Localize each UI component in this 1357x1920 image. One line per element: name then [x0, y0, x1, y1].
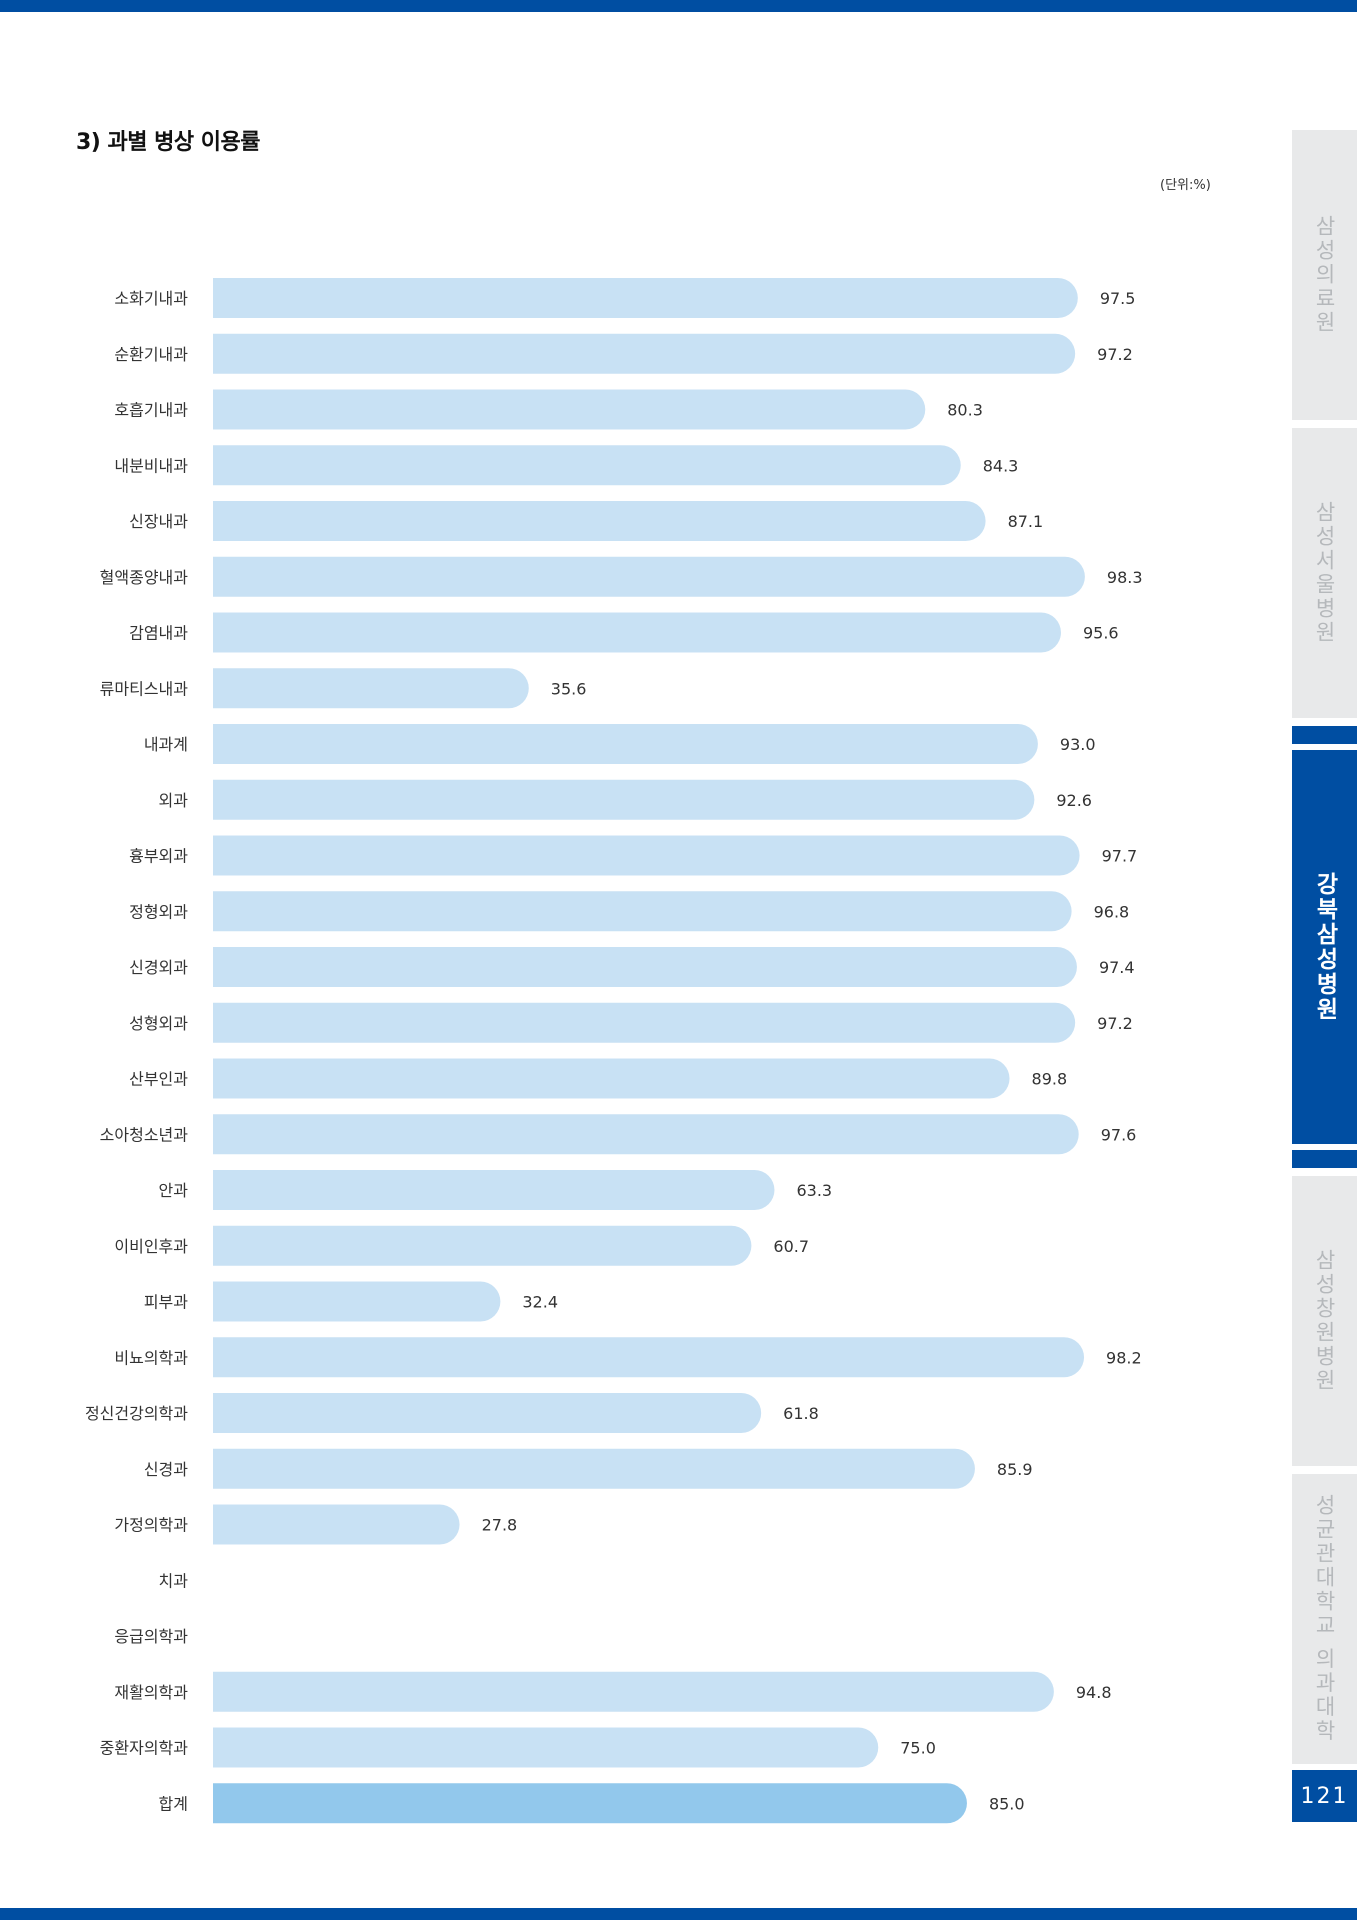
value-label: 80.3 [947, 401, 983, 420]
value-label: 87.1 [1008, 512, 1044, 531]
category-label: 재활의학과 [114, 1683, 188, 1702]
bar [213, 1170, 775, 1210]
bar [213, 835, 1080, 876]
value-label: 97.7 [1102, 847, 1138, 866]
category-label: 내과계 [144, 735, 188, 754]
tab-stripe [1292, 1150, 1357, 1168]
category-label: 응급의학과 [114, 1627, 188, 1646]
category-label: 성형외과 [129, 1014, 188, 1033]
value-label: 97.5 [1100, 289, 1136, 308]
value-label: 60.7 [773, 1237, 809, 1256]
value-label: 61.8 [783, 1404, 819, 1423]
category-label: 소아청소년과 [100, 1125, 189, 1144]
bar [213, 1002, 1076, 1043]
bottom-accent-bar [0, 1908, 1357, 1920]
bar [213, 724, 1038, 764]
bar [213, 389, 926, 430]
side-tab-label: 삼성서울병원 [1312, 501, 1337, 645]
bar [213, 333, 1076, 374]
side-tab-samsung-medical-center[interactable]: 삼성의료원 [1292, 130, 1357, 420]
bar [213, 1671, 1054, 1712]
value-label: 98.2 [1106, 1348, 1142, 1367]
category-label: 중환자의학과 [100, 1739, 189, 1758]
page-number: 121 [1292, 1770, 1357, 1822]
value-label: 63.3 [796, 1181, 832, 1200]
bed-occupancy-bar-chart: 소화기내과 97.5 순환기내과 97.2 호흡기내과 80.3 내분비내과 84.3 신장내과… [85, 278, 1143, 1824]
side-tab-label: 삼성창원병원 [1312, 1249, 1337, 1393]
bar [213, 1281, 501, 1322]
bar [213, 1225, 752, 1266]
value-label: 97.2 [1097, 1014, 1133, 1033]
value-label: 96.8 [1094, 902, 1130, 921]
value-label: 95.6 [1083, 624, 1119, 643]
side-tab-skku-school-of-medicine[interactable]: 성균관대학교 의과대학 [1292, 1474, 1357, 1764]
category-label: 정형외과 [129, 902, 188, 921]
category-label: 정신건강의학과 [85, 1404, 188, 1423]
category-label: 비뇨의학과 [114, 1348, 188, 1367]
value-label: 85.9 [997, 1460, 1033, 1479]
bar [213, 891, 1072, 932]
bar [213, 278, 1078, 318]
category-label: 이비인후과 [114, 1237, 188, 1256]
category-label: 내분비내과 [114, 456, 188, 475]
category-label: 혈액종양내과 [100, 568, 189, 587]
category-label: 류마티스내과 [100, 679, 189, 698]
value-label: 75.0 [900, 1739, 936, 1758]
bar [213, 1058, 1010, 1099]
bar [213, 1393, 762, 1433]
value-label: 98.3 [1107, 568, 1143, 587]
category-label: 호흡기내과 [114, 401, 188, 420]
bar [213, 1114, 1079, 1155]
section-title: 3) 과별 병상 이용률 [76, 130, 261, 155]
category-label: 순환기내과 [114, 345, 188, 364]
side-tab-label: 성균관대학교 의과대학 [1312, 1494, 1337, 1744]
side-tab-samsung-changwon-hospital[interactable]: 삼성창원병원 [1292, 1176, 1357, 1466]
value-label: 84.3 [983, 456, 1019, 475]
bar [213, 1448, 975, 1489]
side-tab-samsung-seoul-hospital[interactable]: 삼성서울병원 [1292, 428, 1357, 718]
value-label: 97.6 [1101, 1125, 1137, 1144]
category-label: 안과 [159, 1181, 189, 1200]
category-label: 치과 [159, 1571, 189, 1590]
top-accent-bar [0, 0, 1357, 12]
category-label: 산부인과 [129, 1070, 188, 1089]
category-label: 감염내과 [129, 624, 188, 643]
bar [213, 445, 961, 486]
bar [213, 612, 1061, 653]
bar [213, 668, 529, 709]
total-bar [213, 1783, 967, 1824]
side-tab-label: 삼성의료원 [1312, 215, 1337, 335]
unit-label: (단위:%) [1160, 178, 1211, 193]
category-label: 신경외과 [129, 958, 188, 977]
value-label: 92.6 [1056, 791, 1092, 810]
bar [213, 1337, 1085, 1378]
category-label: 가정의학과 [114, 1516, 188, 1535]
value-label: 89.8 [1032, 1070, 1068, 1089]
value-label: 32.4 [522, 1293, 558, 1312]
category-label: 피부과 [144, 1293, 188, 1312]
bar [213, 779, 1035, 820]
side-tab-kangbuk-samsung-hospital[interactable]: 강북삼성병원 [1292, 750, 1357, 1144]
value-label: 27.8 [482, 1516, 518, 1535]
category-label: 신경과 [144, 1460, 188, 1479]
value-label: 93.0 [1060, 735, 1096, 754]
bar [213, 1727, 879, 1768]
bar [213, 501, 986, 541]
value-label: 85.0 [989, 1794, 1025, 1813]
bar [213, 1504, 460, 1545]
tab-stripe [1292, 726, 1357, 744]
value-label: 35.6 [551, 679, 587, 698]
category-label: 합계 [159, 1794, 188, 1813]
category-label: 신장내과 [129, 512, 188, 531]
side-tab-label: 강북삼성병원 [1311, 872, 1338, 1022]
bar [213, 556, 1085, 597]
bar [213, 947, 1077, 988]
category-label: 소화기내과 [114, 289, 188, 308]
value-label: 97.4 [1099, 958, 1135, 977]
value-label: 94.8 [1076, 1683, 1112, 1702]
category-label: 흉부외과 [129, 847, 188, 866]
category-label: 외과 [159, 791, 189, 810]
value-label: 97.2 [1097, 345, 1133, 364]
